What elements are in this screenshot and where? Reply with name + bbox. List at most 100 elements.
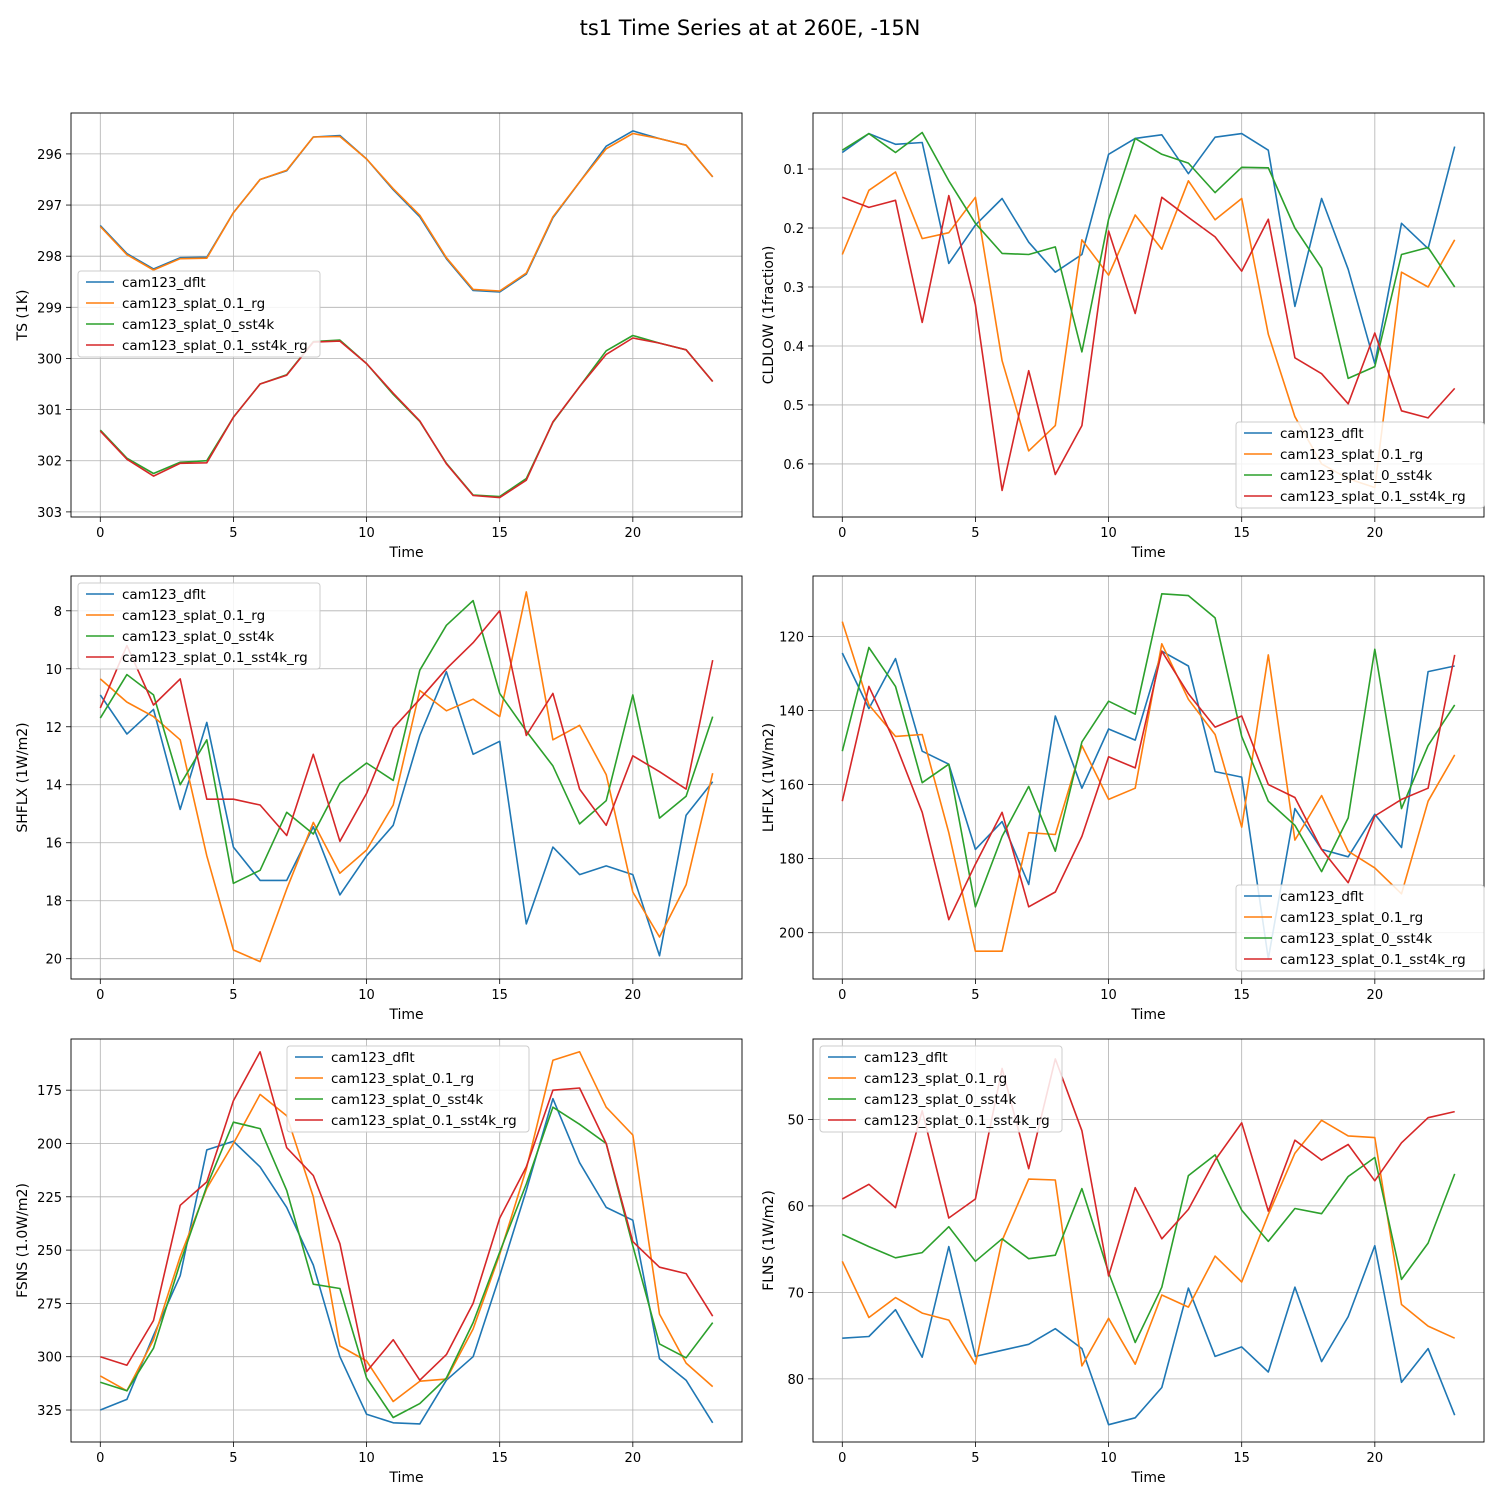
series-line-1 bbox=[842, 1244, 1456, 1426]
y-tick-label: 225 bbox=[37, 1191, 62, 1206]
x-tick-label: 5 bbox=[971, 1451, 979, 1466]
y-tick-label: 300 bbox=[37, 1351, 62, 1366]
series-line-4 bbox=[842, 194, 1456, 492]
y-tick-label: 16 bbox=[45, 837, 62, 852]
y-axis-label: FLNS (1W/m2) bbox=[761, 1190, 777, 1291]
legend-label: cam123_splat_0.1_rg bbox=[864, 1071, 1007, 1087]
legend-box bbox=[77, 582, 321, 670]
x-tick-label: 20 bbox=[625, 1451, 642, 1466]
figure-title: ts1 Time Series at at 260E, -15N bbox=[579, 16, 921, 40]
series-line-3 bbox=[100, 1106, 714, 1419]
legend-label: cam123_splat_0_sst4k bbox=[122, 317, 274, 333]
legend-label: cam123_dflt bbox=[1280, 889, 1364, 905]
x-tick-label: 0 bbox=[838, 988, 846, 1003]
y-tick-label: 298 bbox=[37, 250, 62, 265]
y-tick-label: 302 bbox=[37, 455, 62, 470]
x-axis-label: Time bbox=[1130, 545, 1165, 561]
legend: cam123_dflt cam123_splat_0.1_rg cam123_spl… bbox=[1235, 884, 1485, 972]
legend: cam123_dflt cam123_splat_0.1_rg cam123_spl… bbox=[819, 1045, 1063, 1133]
legend-label: cam123_dflt bbox=[122, 587, 206, 603]
x-tick-label: 10 bbox=[358, 1451, 375, 1466]
x-tick-label: 5 bbox=[971, 526, 979, 541]
y-tick-label: 160 bbox=[779, 779, 804, 794]
series-line-4 bbox=[99, 609, 714, 843]
x-tick-label: 5 bbox=[229, 526, 237, 541]
axes-frame bbox=[70, 112, 743, 518]
series-line-1 bbox=[99, 130, 714, 293]
legend-label: cam123_splat_0.1_sst4k_rg bbox=[1280, 489, 1466, 505]
x-tick-label: 15 bbox=[1233, 988, 1250, 1003]
series-line-3 bbox=[99, 334, 714, 498]
x-tick-label: 20 bbox=[625, 526, 642, 541]
x-tick-label: 10 bbox=[358, 526, 375, 541]
y-tick-label: 18 bbox=[45, 895, 62, 910]
legend-label: cam123_splat_0.1_sst4k_rg bbox=[122, 338, 308, 354]
series-line-4 bbox=[841, 1058, 1455, 1277]
x-axis-label: Time bbox=[388, 545, 423, 561]
axes-frame bbox=[70, 1038, 743, 1443]
y-tick-label: 297 bbox=[37, 199, 62, 214]
y-tick-label: 299 bbox=[37, 301, 62, 316]
y-tick-label: 300 bbox=[37, 352, 62, 367]
x-tick-label: 0 bbox=[96, 526, 104, 541]
x-tick-label: 0 bbox=[96, 988, 104, 1003]
y-tick-label: 180 bbox=[779, 853, 804, 868]
y-axis-label: SHFLX (1W/m2) bbox=[15, 722, 31, 832]
x-tick-label: 10 bbox=[1100, 1451, 1117, 1466]
series-line-3 bbox=[841, 592, 1456, 908]
y-tick-label: 14 bbox=[45, 779, 62, 794]
series-line-3 bbox=[841, 131, 1456, 380]
x-axis-label: Time bbox=[1130, 1470, 1165, 1486]
series-line-1 bbox=[841, 132, 1456, 365]
x-tick-label: 15 bbox=[491, 526, 508, 541]
chart-panel-1: 0 5 10 15 20 296 297 298 299 300 301 302 303 Time TS (… bbox=[15, 112, 743, 561]
axes-frame bbox=[812, 575, 1485, 980]
series-line-2 bbox=[841, 621, 1456, 953]
x-tick-label: 5 bbox=[229, 988, 237, 1003]
series-line-2 bbox=[841, 1119, 1456, 1367]
legend-label: cam123_splat_0_sst4k bbox=[864, 1092, 1016, 1108]
y-tick-label: 0.5 bbox=[783, 399, 804, 414]
legend-box bbox=[286, 1045, 530, 1133]
y-tick-label: 200 bbox=[37, 1137, 62, 1152]
legend-box bbox=[1235, 421, 1485, 509]
legend-label: cam123_splat_0.1_rg bbox=[331, 1071, 474, 1087]
legend-box bbox=[77, 270, 321, 358]
y-axis-label: LHFLX (1W/m2) bbox=[761, 723, 777, 832]
axes-frame bbox=[812, 1038, 1485, 1443]
legend-label: cam123_splat_0.1_rg bbox=[122, 608, 265, 624]
x-tick-label: 15 bbox=[1233, 1451, 1250, 1466]
x-tick-label: 15 bbox=[491, 988, 508, 1003]
x-tick-label: 10 bbox=[358, 988, 375, 1003]
x-tick-label: 0 bbox=[838, 1451, 846, 1466]
x-tick-label: 20 bbox=[625, 988, 642, 1003]
x-tick-label: 5 bbox=[971, 988, 979, 1003]
y-tick-label: 325 bbox=[37, 1404, 62, 1419]
y-tick-label: 175 bbox=[37, 1084, 62, 1099]
y-tick-label: 301 bbox=[37, 404, 62, 419]
legend-label: cam123_splat_0_sst4k bbox=[1280, 931, 1432, 947]
x-tick-label: 0 bbox=[838, 526, 846, 541]
y-tick-label: 60 bbox=[787, 1200, 804, 1215]
y-tick-label: 80 bbox=[787, 1373, 804, 1388]
x-axis-label: Time bbox=[1130, 1007, 1165, 1023]
y-tick-label: 12 bbox=[45, 721, 62, 736]
legend-label: cam123_splat_0.1_rg bbox=[1280, 447, 1423, 463]
series-line-2 bbox=[99, 591, 714, 963]
x-tick-label: 20 bbox=[1367, 526, 1384, 541]
x-tick-label: 20 bbox=[1367, 1451, 1384, 1466]
legend-label: cam123_dflt bbox=[864, 1050, 948, 1066]
series-line-1 bbox=[100, 1097, 714, 1425]
series-line-4 bbox=[841, 650, 1456, 921]
legend-label: cam123_splat_0.1_sst4k_rg bbox=[122, 650, 308, 666]
x-axis-label: Time bbox=[388, 1470, 423, 1486]
chart-panel-6: 0 5 10 15 20 50 60 70 80 Time FLNS (1W/m2) cam123_d… bbox=[761, 1038, 1485, 1486]
y-tick-label: 0.1 bbox=[783, 163, 804, 178]
legend-label: cam123_splat_0_sst4k bbox=[1280, 468, 1432, 484]
y-tick-label: 8 bbox=[54, 605, 62, 620]
series-line-1 bbox=[99, 670, 714, 957]
y-tick-label: 275 bbox=[37, 1297, 62, 1312]
series-line-1 bbox=[841, 650, 1455, 960]
series-line-4 bbox=[100, 1051, 714, 1381]
